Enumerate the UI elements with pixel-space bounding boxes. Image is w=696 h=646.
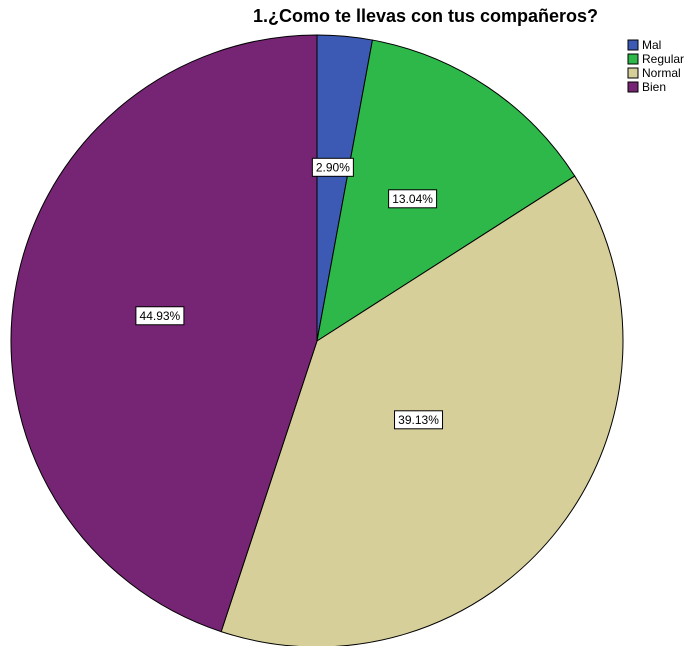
legend-entry-regular: Regular: [627, 52, 684, 66]
data-label-text: 39.13%: [398, 413, 439, 427]
legend-label: Normal: [642, 66, 681, 80]
legend-swatch: [627, 39, 639, 51]
pie-slice-bien: [10, 34, 318, 633]
legend-swatch: [627, 81, 639, 93]
chart-title: 1.¿Como te llevas con tus compañeros?: [252, 6, 599, 26]
legend-label: Bien: [642, 80, 666, 94]
legend-entry-normal: Normal: [627, 66, 681, 80]
data-label-normal: 39.13%: [394, 410, 444, 430]
legend-entry-bien: Bien: [627, 80, 666, 94]
pie-slices: [10, 34, 624, 646]
data-label-mal: 2.90%: [311, 157, 354, 177]
data-label-text: 2.90%: [316, 160, 350, 174]
legend-swatch: [627, 67, 639, 79]
data-label-box: [388, 189, 438, 209]
data-label-regular: 13.04%: [388, 189, 438, 209]
data-label-bien: 44.93%: [135, 306, 185, 326]
pie-slice-regular: [316, 39, 576, 343]
legend-label: Mal: [642, 38, 661, 52]
legend-label: Regular: [642, 52, 684, 66]
data-label-box: [311, 157, 354, 177]
data-label-text: 13.04%: [392, 192, 433, 206]
data-label-text: 44.93%: [140, 309, 181, 323]
data-label-box: [135, 306, 185, 326]
pie-data-labels: 2.90% 13.04% 39.13% 44.93%: [135, 157, 444, 430]
legend-swatch: [627, 53, 639, 65]
data-label-box: [394, 410, 444, 430]
legend-entry-mal: Mal: [627, 38, 661, 52]
